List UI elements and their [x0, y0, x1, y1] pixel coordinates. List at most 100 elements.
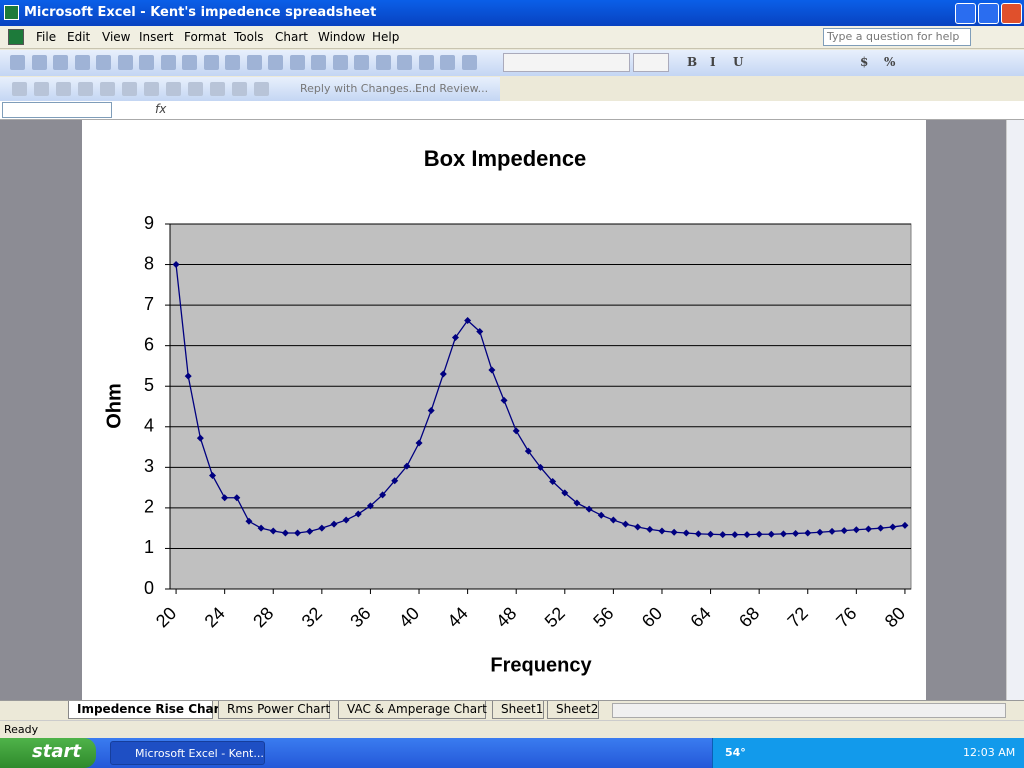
vertical-scrollbar[interactable] — [1006, 120, 1024, 700]
toolbar-icon[interactable] — [74, 55, 90, 70]
horizontal-scrollbar[interactable] — [612, 703, 1006, 718]
marker — [877, 524, 885, 532]
toolbar-icon[interactable] — [31, 55, 47, 70]
toolbar-icon[interactable] — [188, 82, 203, 96]
review-button[interactable]: Reply with Changes... — [300, 82, 420, 95]
toolbar-icon[interactable] — [210, 82, 225, 96]
menu-item[interactable]: View — [102, 30, 131, 44]
marker — [476, 327, 484, 335]
menu-item[interactable]: Edit — [67, 30, 91, 44]
help-box[interactable]: Type a question for help — [823, 28, 971, 46]
marker — [281, 529, 289, 537]
toolbar-icon[interactable] — [375, 55, 391, 70]
marker — [816, 528, 824, 536]
toolbar-icon[interactable] — [225, 55, 240, 70]
toolbar-icon[interactable] — [354, 55, 369, 70]
toolbar-icon[interactable] — [53, 55, 68, 70]
font-box[interactable] — [503, 53, 630, 72]
toolbar-icon[interactable] — [246, 55, 262, 70]
marker — [269, 527, 277, 535]
y-axis-title: Ohm — [103, 383, 125, 429]
toolbar-icon[interactable] — [139, 55, 154, 70]
menu-item[interactable]: Format — [184, 30, 227, 44]
restore-button[interactable] — [978, 3, 999, 24]
y-tick-label: 0 — [144, 578, 154, 598]
toolbar-icon[interactable] — [182, 55, 197, 70]
toolbar-icon[interactable] — [311, 55, 326, 70]
menu-item[interactable]: Insert — [139, 30, 174, 44]
y-tick-label: 5 — [144, 375, 154, 395]
toolbar-icon[interactable] — [166, 82, 181, 96]
marker — [209, 471, 217, 479]
toolbar-icon[interactable] — [144, 82, 159, 96]
toolbar-icon[interactable] — [232, 82, 247, 96]
start-button[interactable]: start — [0, 738, 96, 768]
marker — [573, 499, 581, 507]
weather: 54° — [725, 746, 746, 759]
clock: 12:03 AM — [963, 746, 1016, 759]
format-button[interactable]: $ — [860, 55, 869, 69]
marker — [634, 523, 642, 531]
menu-item[interactable]: Chart — [275, 30, 308, 44]
sheet-tab[interactable]: Sheet1 — [492, 701, 544, 719]
toolbar-icon[interactable] — [12, 82, 27, 96]
menu-item[interactable]: Help — [372, 30, 400, 44]
marker — [172, 261, 180, 269]
y-tick-label: 7 — [144, 294, 154, 314]
review-button[interactable]: End Review... — [415, 82, 489, 95]
marker — [828, 527, 836, 535]
marker — [719, 531, 727, 539]
toolbar-icon[interactable] — [418, 55, 434, 70]
toolbar-icon[interactable] — [289, 55, 305, 70]
marker — [852, 526, 860, 534]
toolbar-icon[interactable] — [203, 55, 219, 70]
close-button[interactable] — [1001, 3, 1022, 24]
menu-item[interactable]: Window — [318, 30, 366, 44]
menu-item[interactable]: File — [36, 30, 57, 44]
toolbar-icon[interactable] — [100, 82, 115, 96]
marker — [464, 317, 472, 325]
marker — [585, 505, 593, 513]
toolbar-icon[interactable] — [56, 82, 71, 96]
menu-bar: Type a question for help File Edit View Ins… — [0, 26, 1024, 49]
format-button[interactable]: % — [884, 55, 896, 69]
app-icon — [4, 5, 19, 20]
toolbar-icon[interactable] — [332, 55, 348, 70]
toolbar-icon[interactable] — [34, 82, 49, 96]
toolbar-icon[interactable] — [117, 55, 133, 70]
name-box[interactable] — [2, 102, 112, 118]
marker — [561, 489, 569, 497]
menu-item[interactable]: Tools — [234, 30, 264, 44]
marker — [330, 520, 338, 528]
format-button[interactable]: I — [710, 55, 716, 69]
format-button[interactable]: U — [733, 55, 744, 69]
task-button[interactable]: Microsoft Excel - Kent... — [110, 741, 265, 765]
sheet-tab[interactable]: VAC & Amperage Chart — [338, 701, 487, 719]
y-tick-label: 1 — [144, 537, 154, 557]
y-tick-label: 9 — [144, 213, 154, 233]
marker — [537, 463, 544, 471]
toolbar-icon[interactable] — [254, 82, 269, 96]
marker — [767, 530, 775, 538]
toolbar-icon[interactable] — [397, 55, 412, 70]
toolbar-icon[interactable] — [160, 55, 176, 70]
format-button[interactable]: B — [687, 55, 698, 69]
marker — [609, 516, 617, 524]
toolbar-icon[interactable] — [122, 82, 137, 96]
sheet-tab[interactable]: Rms Power Chart — [218, 701, 330, 719]
toolbar-icon[interactable] — [96, 55, 111, 70]
marker — [245, 517, 253, 525]
marker — [294, 529, 302, 537]
sheet-tab[interactable]: Impedence Rise Chart — [68, 701, 225, 719]
toolbar-icon[interactable] — [78, 82, 93, 96]
marker — [658, 527, 666, 535]
toolbar-icon[interactable] — [461, 55, 477, 70]
toolbar-icon[interactable] — [268, 55, 283, 70]
marker — [524, 447, 532, 455]
toolbar-icon[interactable] — [10, 55, 25, 70]
size-box[interactable] — [633, 53, 669, 72]
sheet-tab[interactable]: Sheet2 — [547, 701, 599, 719]
minimize-button[interactable] — [955, 3, 976, 24]
toolbar-icon[interactable] — [440, 55, 455, 70]
